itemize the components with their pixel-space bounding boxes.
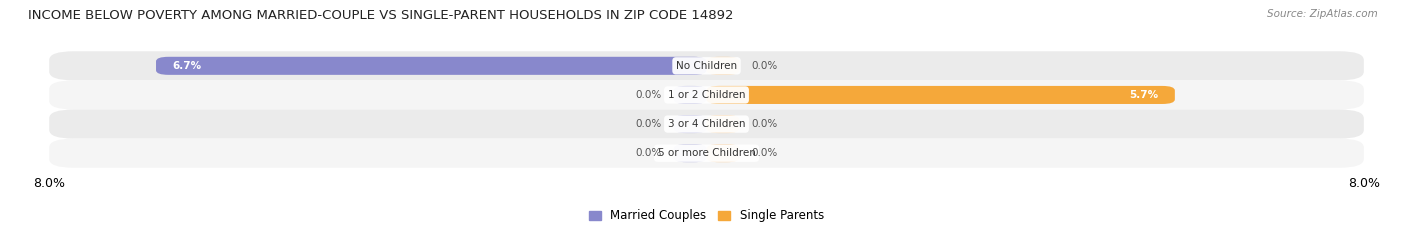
Text: 0.0%: 0.0% — [636, 119, 661, 129]
Text: 3 or 4 Children: 3 or 4 Children — [668, 119, 745, 129]
Text: 5.7%: 5.7% — [1129, 90, 1159, 100]
Text: 0.0%: 0.0% — [752, 61, 778, 71]
FancyBboxPatch shape — [49, 80, 1364, 110]
Text: 6.7%: 6.7% — [173, 61, 201, 71]
Text: 0.0%: 0.0% — [636, 90, 661, 100]
Text: 0.0%: 0.0% — [752, 119, 778, 129]
FancyBboxPatch shape — [673, 144, 707, 162]
Text: Source: ZipAtlas.com: Source: ZipAtlas.com — [1267, 9, 1378, 19]
Text: No Children: No Children — [676, 61, 737, 71]
Text: 0.0%: 0.0% — [636, 148, 661, 158]
FancyBboxPatch shape — [707, 115, 740, 133]
FancyBboxPatch shape — [673, 115, 707, 133]
FancyBboxPatch shape — [49, 51, 1364, 80]
Legend: Married Couples, Single Parents: Married Couples, Single Parents — [589, 209, 824, 223]
Text: 0.0%: 0.0% — [752, 148, 778, 158]
FancyBboxPatch shape — [707, 57, 740, 75]
Text: 1 or 2 Children: 1 or 2 Children — [668, 90, 745, 100]
FancyBboxPatch shape — [707, 144, 740, 162]
Text: 5 or more Children: 5 or more Children — [658, 148, 755, 158]
FancyBboxPatch shape — [707, 86, 1175, 104]
FancyBboxPatch shape — [49, 110, 1364, 139]
FancyBboxPatch shape — [49, 139, 1364, 168]
Text: INCOME BELOW POVERTY AMONG MARRIED-COUPLE VS SINGLE-PARENT HOUSEHOLDS IN ZIP COD: INCOME BELOW POVERTY AMONG MARRIED-COUPL… — [28, 9, 734, 22]
FancyBboxPatch shape — [156, 57, 707, 75]
FancyBboxPatch shape — [673, 86, 707, 104]
